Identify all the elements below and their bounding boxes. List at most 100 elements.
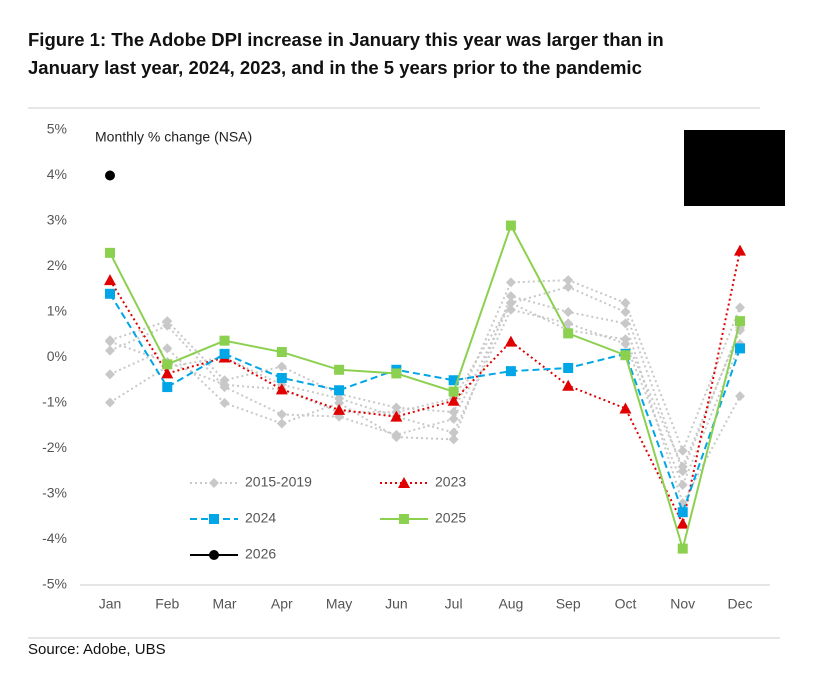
legend-label: 2026	[245, 546, 276, 562]
legend-label: 2024	[245, 510, 276, 526]
point	[504, 335, 517, 347]
point	[276, 418, 287, 429]
point	[505, 304, 516, 315]
point	[162, 343, 173, 354]
legend-marker	[399, 514, 409, 524]
point	[162, 320, 173, 331]
point	[735, 302, 745, 313]
point	[677, 543, 688, 554]
point	[333, 403, 346, 415]
series-line	[109, 250, 741, 527]
y-tick-label: -4%	[42, 530, 67, 546]
x-tick-label: Jul	[445, 596, 463, 612]
point	[505, 277, 516, 288]
point	[334, 385, 345, 396]
point	[105, 170, 115, 181]
legend-marker	[209, 550, 219, 560]
point	[276, 361, 287, 372]
point	[391, 368, 402, 379]
y-tick-label: -5%	[42, 576, 67, 592]
point	[105, 247, 115, 258]
chart-title: January last year, 2024, 2023, and in th…	[28, 57, 642, 78]
legend-label: 2025	[435, 510, 466, 526]
point	[563, 318, 574, 329]
point	[334, 364, 345, 375]
point	[735, 316, 745, 327]
y-tick-label: 4%	[47, 166, 67, 182]
point	[104, 274, 116, 286]
y-tick-label: 3%	[47, 212, 67, 228]
series-line	[109, 301, 741, 470]
point	[391, 432, 402, 443]
y-tick-label: 5%	[47, 121, 67, 137]
point	[448, 427, 459, 438]
point	[447, 394, 460, 406]
x-tick-label: Apr	[271, 596, 293, 612]
point	[275, 383, 288, 395]
point	[505, 291, 516, 302]
source: Source: Adobe, UBS	[28, 641, 166, 658]
legend-label: 2015-2019	[245, 474, 312, 490]
point	[734, 244, 746, 256]
point	[162, 382, 173, 393]
point	[563, 307, 574, 317]
point	[677, 479, 688, 490]
x-tick-label: Feb	[155, 596, 179, 612]
point	[105, 397, 115, 408]
legend-marker	[209, 478, 219, 488]
x-tick-label: Aug	[498, 596, 523, 612]
point	[676, 517, 689, 529]
point	[162, 359, 173, 370]
y-tick-label: 2%	[47, 257, 67, 273]
point	[276, 409, 287, 420]
point	[105, 369, 115, 380]
point	[505, 297, 516, 308]
point	[334, 393, 345, 404]
x-tick-label: Jun	[385, 596, 408, 612]
point	[105, 336, 115, 347]
point	[677, 445, 688, 456]
point	[735, 391, 745, 402]
point	[562, 379, 575, 391]
point	[619, 402, 632, 414]
x-tick-label: Jan	[99, 596, 122, 612]
point	[276, 347, 287, 358]
annotation: Monthly % change (NSA)	[95, 129, 252, 145]
point	[390, 410, 403, 422]
x-tick-label: Dec	[728, 596, 753, 612]
legend-marker	[209, 514, 219, 524]
y-tick-label: 0%	[47, 348, 67, 364]
redaction	[684, 130, 785, 206]
x-tick-label: Sep	[556, 596, 581, 612]
point	[620, 318, 631, 329]
point	[563, 275, 574, 286]
series-line	[109, 293, 741, 516]
point	[505, 220, 516, 231]
series-line	[109, 294, 741, 506]
point	[448, 375, 459, 386]
point	[620, 307, 631, 317]
point	[620, 334, 631, 345]
y-tick-label: -2%	[42, 439, 67, 455]
point	[219, 398, 230, 408]
point	[677, 461, 688, 472]
x-tick-label: May	[326, 596, 352, 612]
x-tick-label: Nov	[670, 596, 695, 612]
chart-title: Figure 1: The Adobe DPI increase in Janu…	[28, 29, 664, 50]
point	[276, 372, 287, 383]
y-tick-label: 1%	[47, 303, 67, 319]
point	[105, 288, 115, 299]
legend-marker	[398, 477, 410, 488]
series-line	[109, 285, 741, 475]
x-tick-label: Oct	[615, 596, 637, 612]
point	[677, 507, 688, 518]
series-line	[109, 223, 741, 553]
point	[219, 348, 230, 359]
point	[219, 335, 230, 346]
point	[161, 367, 174, 379]
point	[563, 328, 574, 339]
point	[105, 345, 115, 356]
point	[735, 343, 745, 354]
point	[448, 434, 459, 445]
